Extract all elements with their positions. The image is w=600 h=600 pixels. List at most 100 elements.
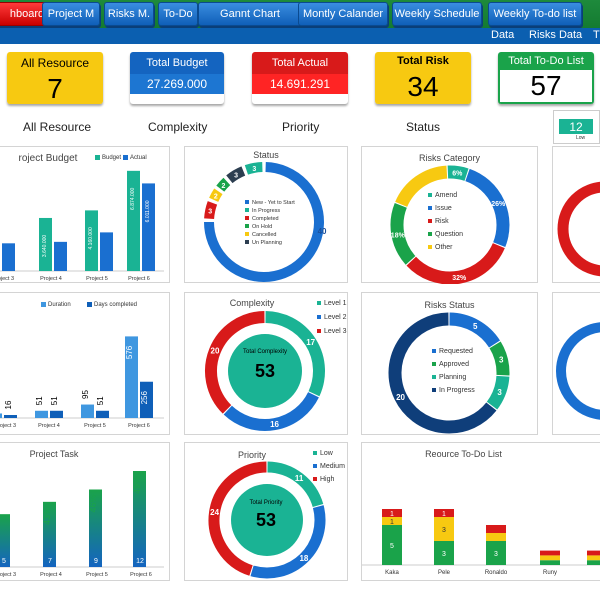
center-circle: [231, 484, 303, 556]
tab-risks-management[interactable]: Risks M.: [104, 2, 154, 26]
bar: [133, 471, 146, 567]
bar: [81, 404, 94, 418]
donut-slice: [216, 177, 231, 192]
risks-category-donut: 6% 26% 32% 18% Amend Issue Risk Question Other: [390, 165, 510, 284]
x-tick-label: roject 3: [0, 276, 14, 282]
slice-label: 5: [473, 322, 478, 331]
stack-segment: [587, 560, 600, 565]
kpi-label: Total Budget: [130, 52, 224, 74]
tab-monthly-calendar[interactable]: Montly Calander: [298, 2, 388, 26]
subtab-risks-data[interactable]: Risks Data: [529, 29, 583, 41]
panel-title: Complexity: [229, 298, 275, 308]
subtab-t[interactable]: T: [593, 29, 600, 41]
legend-swatch: [432, 362, 436, 366]
slice-label: 3: [252, 166, 256, 173]
slice-label: 3: [497, 388, 502, 397]
legend-item: In Progress: [439, 387, 475, 394]
legend-item: Un Planning: [252, 240, 282, 246]
slice-label: 26%: [491, 201, 506, 208]
section-all-resource[interactable]: All Resource: [23, 120, 92, 134]
kpi-value: 27.269.000: [130, 74, 224, 94]
center-value: 53: [255, 510, 277, 530]
legend-swatch: [313, 464, 317, 468]
tab-project-management[interactable]: Project M: [42, 2, 100, 26]
x-tick-label: roject 3: [0, 572, 16, 578]
panel-title: Status: [253, 150, 279, 160]
legend-swatch: [428, 206, 432, 210]
section-priority[interactable]: Priority: [282, 120, 320, 134]
legend-swatch: [245, 200, 249, 204]
donut-slice: [265, 311, 325, 397]
stack-segment: [382, 517, 402, 525]
donut-slice: [209, 188, 223, 202]
tab-weekly-todo-list[interactable]: Weekly To-do list: [488, 2, 582, 26]
donut-slice: [465, 168, 510, 248]
budget-chart: roject 3 3.640.000 Project 4 4.160.000 Proje…: [0, 170, 164, 282]
bar-label: 51: [50, 396, 59, 405]
x-tick-label: Project 6: [128, 423, 150, 429]
panel-title: Priority: [237, 450, 266, 460]
legend-item: Approved: [439, 361, 469, 368]
x-tick-label: Project 6: [128, 276, 150, 282]
bar-value-label: 12: [136, 558, 144, 565]
bar-label: 6.874.000: [130, 187, 136, 209]
legend-item: Planning: [439, 374, 466, 381]
tab-gannt-chart[interactable]: Gannt Chart: [198, 2, 302, 26]
bar-label: 256: [140, 391, 149, 405]
legend-item: In Progress: [252, 208, 280, 214]
kpi-all-resource: All Resource 7: [7, 52, 103, 104]
bar: [4, 415, 17, 418]
bar: [35, 410, 48, 418]
legend-swatch: [313, 451, 317, 455]
donut-slice: [390, 202, 416, 265]
legend-budget: Budget: [95, 155, 121, 161]
bar: [100, 232, 113, 271]
x-tick-label: roject 3: [0, 423, 16, 429]
bar: [54, 241, 67, 271]
center-value: 53: [254, 361, 276, 381]
bar-value-label: 7: [48, 558, 52, 565]
section-complexity[interactable]: Complexity: [148, 120, 208, 134]
kpi-total-risk: Total Risk 34: [375, 52, 471, 104]
x-tick-label: Project 4: [38, 423, 60, 429]
bar-value-label: 9: [94, 558, 98, 565]
x-tick-label: Project 5: [86, 572, 108, 578]
section-status[interactable]: Status: [406, 120, 441, 134]
donut-slice: [226, 166, 246, 184]
segment-label: 5: [390, 543, 394, 550]
stack-segment: [540, 560, 560, 565]
slice-label: 2: [214, 193, 218, 200]
legend-item: Cancelled: [252, 232, 276, 238]
bar-label: 4.160.000: [88, 227, 94, 249]
legend-item: High: [320, 476, 335, 483]
slice-label: 3: [208, 209, 212, 216]
x-tick-label: Project 4: [40, 572, 62, 578]
slice-label: 32%: [452, 275, 467, 282]
x-tick-label: Runy: [543, 570, 557, 576]
donut-slice: [395, 165, 448, 208]
donut-slice: [449, 312, 501, 348]
status-panel: Status 3 2 2 3 3 40 New - Yet to Start In Progr…: [184, 146, 348, 283]
bar: [2, 243, 15, 271]
slice-label: 17: [306, 338, 315, 347]
subtab-data[interactable]: Data: [491, 29, 515, 41]
tab-weekly-schedule[interactable]: Weekly Schedule: [392, 2, 482, 26]
bar: [50, 410, 63, 418]
donut-slice: [244, 162, 263, 175]
task-chart: 5 roject 3 7 43% Project 4 9 46% Project 5 12 49%…: [0, 471, 164, 578]
donut-slice: [447, 165, 469, 181]
legend-swatch: [428, 193, 432, 197]
kpi-value: 34: [375, 70, 471, 104]
center-circle: [228, 334, 302, 408]
bar: [96, 410, 109, 418]
tab-dashboard[interactable]: hboard: [0, 2, 60, 26]
legend-swatch: [432, 349, 436, 353]
legend-swatch: [245, 240, 249, 244]
bar: [125, 336, 138, 418]
project-budget-panel: roject Budget Budget Actual roject 3 3.64…: [0, 146, 170, 283]
legend-swatch: [317, 329, 321, 333]
stack-segment: [382, 509, 402, 517]
tab-to-do[interactable]: To-Do: [158, 2, 198, 26]
